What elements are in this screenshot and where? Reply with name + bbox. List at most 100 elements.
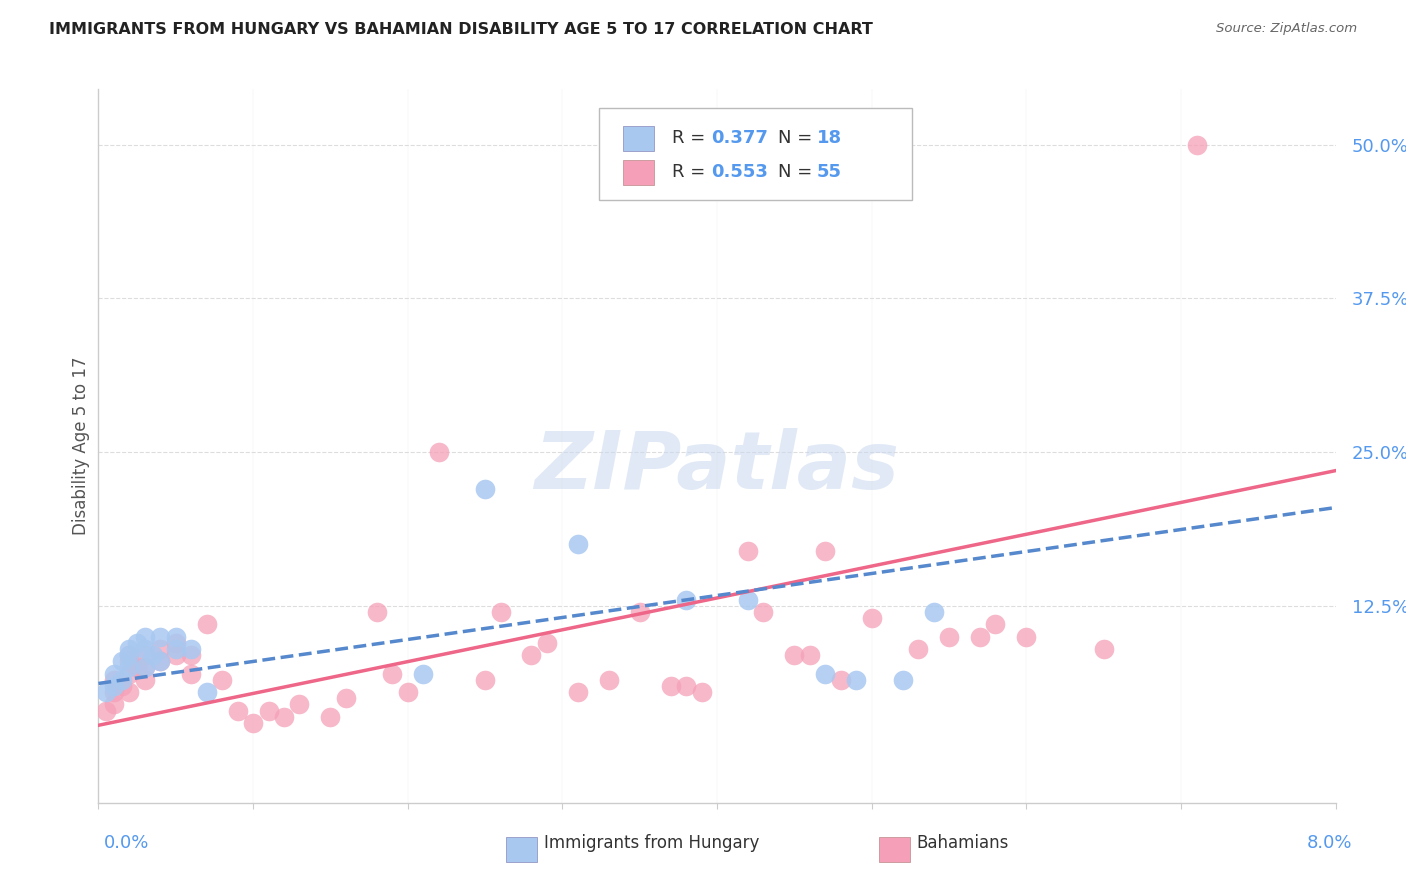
Point bbox=[984, 617, 1007, 632]
Point bbox=[799, 648, 821, 662]
Point bbox=[118, 660, 141, 674]
Point bbox=[195, 685, 218, 699]
Point bbox=[134, 660, 156, 674]
Point bbox=[165, 630, 187, 644]
Point bbox=[180, 642, 202, 657]
Point bbox=[520, 648, 543, 662]
Point bbox=[396, 685, 419, 699]
Point bbox=[242, 715, 264, 730]
Point bbox=[938, 630, 960, 644]
Point bbox=[1015, 630, 1038, 644]
Point bbox=[149, 654, 172, 668]
Point bbox=[118, 642, 141, 657]
Point bbox=[659, 679, 682, 693]
Point bbox=[257, 704, 280, 718]
Text: 8.0%: 8.0% bbox=[1308, 834, 1353, 852]
Point bbox=[1185, 137, 1208, 152]
Point bbox=[111, 679, 132, 693]
Point bbox=[111, 673, 132, 687]
Text: 0.377: 0.377 bbox=[711, 129, 768, 147]
Point bbox=[412, 666, 434, 681]
Point bbox=[165, 636, 187, 650]
Point bbox=[134, 648, 156, 662]
Text: R =: R = bbox=[672, 163, 711, 181]
Text: ZIPatlas: ZIPatlas bbox=[534, 428, 900, 507]
Text: Bahamians: Bahamians bbox=[917, 834, 1010, 852]
Point bbox=[1092, 642, 1115, 657]
Point bbox=[118, 666, 141, 681]
Point bbox=[752, 605, 775, 619]
Point bbox=[96, 685, 118, 699]
Point bbox=[969, 630, 991, 644]
Point bbox=[922, 605, 945, 619]
Point bbox=[567, 537, 589, 551]
Point bbox=[814, 543, 837, 558]
Point bbox=[319, 709, 342, 723]
Point bbox=[103, 673, 125, 687]
Point bbox=[134, 660, 156, 674]
Point bbox=[891, 673, 914, 687]
Point bbox=[180, 666, 202, 681]
Point bbox=[149, 630, 172, 644]
Point bbox=[103, 698, 125, 712]
Point bbox=[103, 666, 125, 681]
Point bbox=[273, 709, 295, 723]
Point bbox=[226, 704, 249, 718]
Point bbox=[737, 592, 759, 607]
Point bbox=[141, 648, 165, 662]
Point bbox=[907, 642, 929, 657]
Text: IMMIGRANTS FROM HUNGARY VS BAHAMIAN DISABILITY AGE 5 TO 17 CORRELATION CHART: IMMIGRANTS FROM HUNGARY VS BAHAMIAN DISA… bbox=[49, 22, 873, 37]
Text: R =: R = bbox=[672, 129, 711, 147]
Point bbox=[598, 673, 620, 687]
Point bbox=[814, 666, 837, 681]
Point bbox=[211, 673, 233, 687]
Text: 0.553: 0.553 bbox=[711, 163, 768, 181]
Point bbox=[118, 648, 141, 662]
Point bbox=[195, 617, 218, 632]
Point bbox=[103, 679, 125, 693]
Point bbox=[474, 673, 496, 687]
Text: 18: 18 bbox=[817, 129, 842, 147]
Point bbox=[288, 698, 311, 712]
Point bbox=[427, 445, 450, 459]
Point bbox=[366, 605, 388, 619]
Point bbox=[675, 592, 697, 607]
Y-axis label: Disability Age 5 to 17: Disability Age 5 to 17 bbox=[72, 357, 90, 535]
Point bbox=[118, 648, 141, 662]
Point bbox=[149, 654, 172, 668]
Point bbox=[96, 704, 118, 718]
Point bbox=[335, 691, 357, 706]
Point bbox=[180, 648, 202, 662]
Text: N =: N = bbox=[778, 163, 817, 181]
Text: N =: N = bbox=[778, 129, 817, 147]
Text: 0.0%: 0.0% bbox=[104, 834, 149, 852]
Point bbox=[690, 685, 713, 699]
Point bbox=[860, 611, 883, 625]
Point bbox=[165, 642, 187, 657]
Point bbox=[675, 679, 697, 693]
Text: Immigrants from Hungary: Immigrants from Hungary bbox=[544, 834, 759, 852]
Point bbox=[118, 654, 141, 668]
Point bbox=[567, 685, 589, 699]
Text: 55: 55 bbox=[817, 163, 842, 181]
Point bbox=[845, 673, 868, 687]
Point bbox=[165, 648, 187, 662]
Point bbox=[474, 482, 496, 496]
Text: Source: ZipAtlas.com: Source: ZipAtlas.com bbox=[1216, 22, 1357, 36]
Point bbox=[111, 654, 132, 668]
Point bbox=[127, 636, 149, 650]
Point bbox=[118, 685, 141, 699]
Point bbox=[737, 543, 759, 558]
Point bbox=[134, 630, 156, 644]
Point bbox=[628, 605, 651, 619]
Point bbox=[149, 642, 172, 657]
Point bbox=[536, 636, 558, 650]
Point bbox=[103, 685, 125, 699]
Point bbox=[783, 648, 806, 662]
Point bbox=[489, 605, 512, 619]
Point bbox=[134, 673, 156, 687]
Point bbox=[830, 673, 852, 687]
Point bbox=[127, 660, 149, 674]
Point bbox=[381, 666, 404, 681]
Point bbox=[134, 642, 156, 657]
